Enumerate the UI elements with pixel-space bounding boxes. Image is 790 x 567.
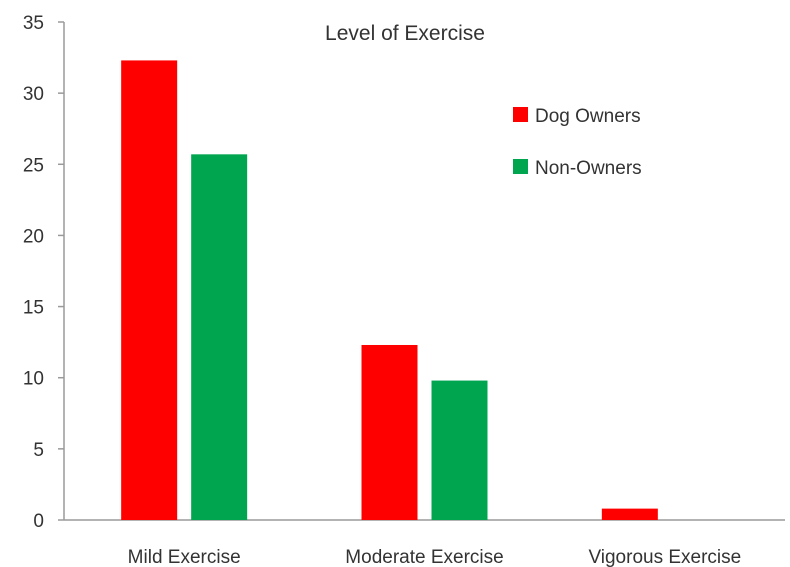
y-tick-label: 5 [33,440,44,461]
bar-dog-owners [601,508,658,520]
x-category-label: Vigorous Exercise [588,547,741,567]
bar-non-owners [191,154,248,520]
legend-swatch [513,159,528,174]
bar-dog-owners [121,60,178,520]
chart-title: Level of Exercise [325,22,485,45]
y-axis: 0 5 10 15 20 25 30 35 [23,13,65,532]
y-tick-label: 0 [33,511,44,532]
legend-label: Non-Owners [535,158,642,179]
legend-label: Dog Owners [535,106,641,127]
bars [121,60,658,520]
y-tick-label: 25 [23,155,44,176]
legend-swatch [513,107,528,122]
y-tick-label: 20 [23,226,44,247]
x-category-label: Moderate Exercise [345,547,503,567]
y-tick-label: 30 [23,84,44,105]
bar-dog-owners [361,344,418,520]
bar-non-owners [431,380,488,520]
x-category-label: Mild Exercise [128,547,241,567]
y-tick-label: 15 [23,298,44,319]
y-tick-label: 35 [23,13,44,34]
y-tick-label: 10 [23,369,44,390]
legend: Dog Owners Non-Owners [513,106,642,179]
x-axis: Mild Exercise Moderate Exercise Vigorous E… [64,519,785,567]
